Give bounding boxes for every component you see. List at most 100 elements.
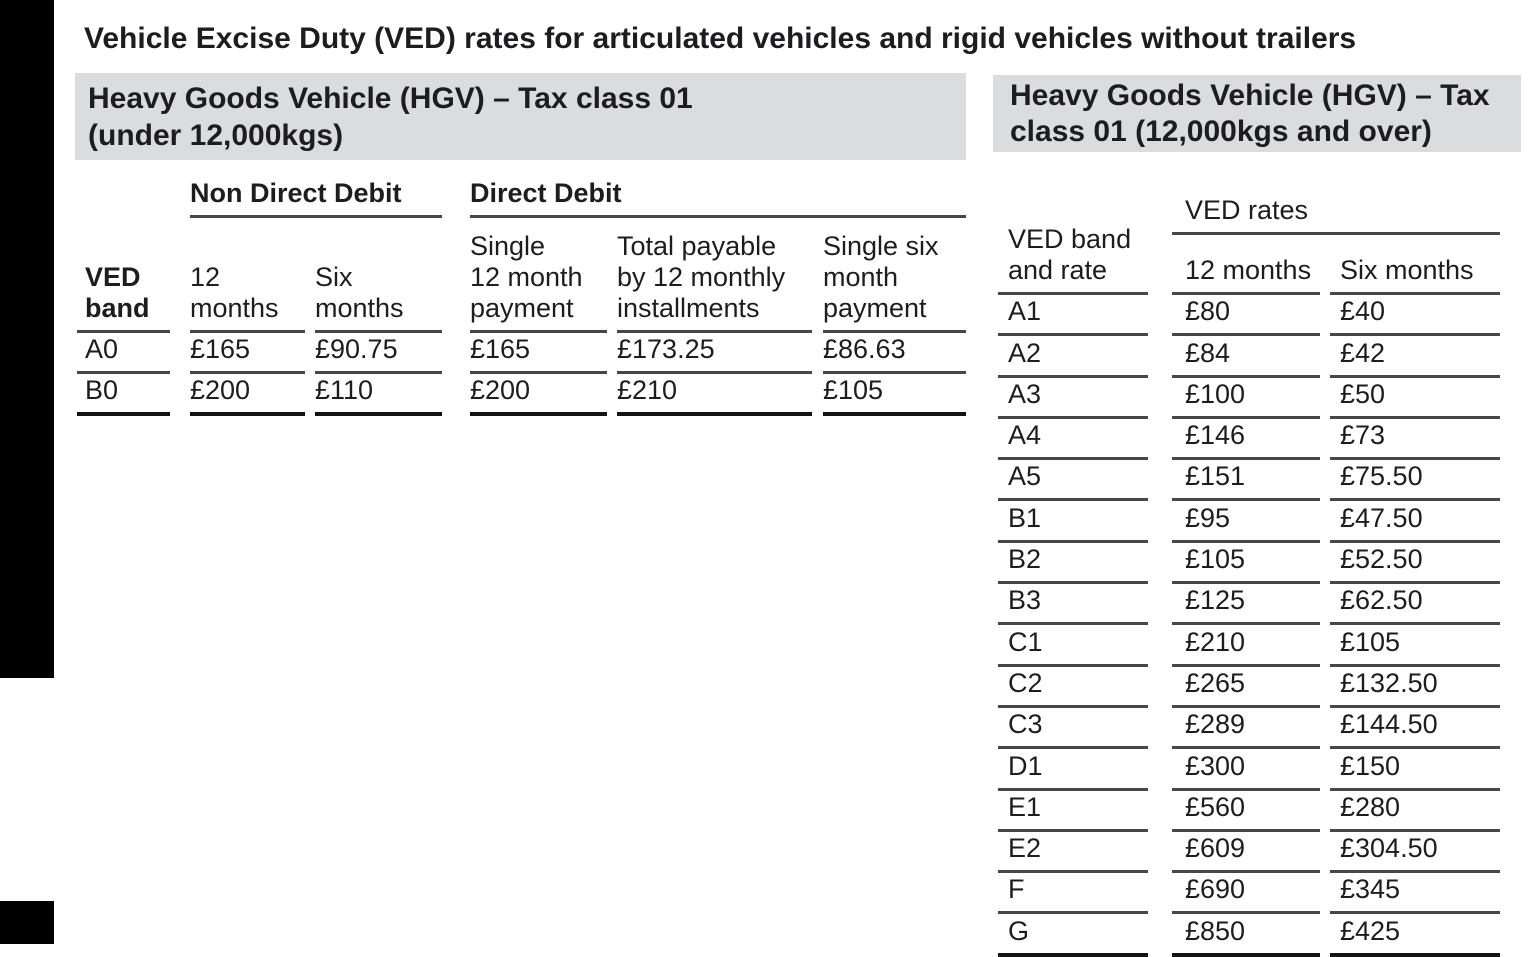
rate-six-months-cell: £150: [1330, 747, 1500, 791]
left-heading-line2: (under 12,000kgs): [88, 119, 344, 152]
table-row: C3 £289 £144.50: [998, 706, 1500, 750]
dd-single-six-month-column-header: Single six month payment: [823, 216, 966, 333]
right-section-heading: Heavy Goods Vehicle (HGV) – Tax class 01…: [993, 75, 1521, 152]
rate-six-months-cell: £47.50: [1330, 499, 1500, 543]
left-section-heading: Heavy Goods Vehicle (HGV) – Tax class 01…: [75, 73, 966, 160]
rate-12-months-cell: £125: [1172, 582, 1320, 626]
dd-single-six-month-cell: £105: [823, 372, 966, 416]
ved-rates-group-header: VED rates: [1172, 176, 1500, 235]
right-heading-line2: class 01 (12,000kgs and over): [1010, 115, 1432, 148]
rate-12-months-cell: £80: [1172, 293, 1320, 337]
dd-single-12-month-column-header: Single 12 month payment: [470, 216, 607, 333]
rate-six-months-cell: £50: [1330, 376, 1500, 419]
table-row: B3 £125 £62.50: [998, 582, 1500, 626]
rate-six-months-cell: £144.50: [1330, 706, 1500, 750]
table-row: A2 £84 £42: [998, 334, 1500, 378]
rate-six-months-cell: £73: [1330, 417, 1500, 461]
table-row: G £850 £425: [998, 912, 1500, 957]
ndd-12-months-cell: £165: [190, 331, 305, 374]
dd-total-installments-cell: £173.25: [617, 331, 812, 374]
table-row: B2 £105 £52.50: [998, 541, 1500, 585]
ved-band-cell: A1: [998, 293, 1148, 337]
rate-six-months-cell: £304.50: [1330, 830, 1500, 874]
rate-six-months-cell: £345: [1330, 871, 1500, 915]
table-row: A5 £151 £75.50: [998, 458, 1500, 502]
rate-12-months-cell: £560: [1172, 789, 1320, 832]
column-spacer: [305, 217, 315, 332]
rate-six-months-cell: £425: [1330, 912, 1500, 957]
rate-12-months-cell: £289: [1172, 706, 1320, 750]
ndd-12-months-cell: £200: [190, 372, 305, 416]
table-row: B0 £200 £110 £200 £210 £105: [77, 372, 966, 416]
column-spacer: [1148, 176, 1172, 294]
ved-band-cell: A0: [77, 331, 170, 374]
table-row: C1 £210 £105: [998, 623, 1500, 667]
table-row: C2 £265 £132.50: [998, 665, 1500, 708]
ndd-six-months-column-header: Six months: [315, 216, 442, 333]
ved-band-and-rate-column-header: VED band and rate: [998, 176, 1148, 295]
left-heading-line1: Heavy Goods Vehicle (HGV) – Tax class 01: [88, 82, 693, 115]
hgv-under-12000-table: VED band Non Direct Debit Direct Debit 1…: [77, 177, 966, 416]
rate-12-months-cell: £151: [1172, 458, 1320, 502]
ved-band-cell: E2: [998, 830, 1148, 874]
rate-six-months-cell: £75.50: [1330, 458, 1500, 502]
rate-12-months-cell: £609: [1172, 830, 1320, 874]
rate-six-months-cell: £52.50: [1330, 541, 1500, 585]
ved-band-cell: A5: [998, 458, 1148, 502]
rate-six-months-cell: £40: [1330, 293, 1500, 337]
ved-band-cell: G: [998, 912, 1148, 957]
rates-six-months-column-header: Six months: [1330, 233, 1500, 295]
ved-band-cell: D1: [998, 747, 1148, 791]
rate-six-months-cell: £62.50: [1330, 582, 1500, 626]
rate-12-months-cell: £100: [1172, 376, 1320, 419]
rate-12-months-cell: £850: [1172, 912, 1320, 957]
dd-single-12-month-cell: £165: [470, 331, 607, 374]
dd-single-six-month-cell: £86.63: [823, 331, 966, 374]
rate-six-months-cell: £105: [1330, 623, 1500, 667]
ved-band-cell: C2: [998, 665, 1148, 708]
rate-six-months-cell: £280: [1330, 789, 1500, 832]
rate-12-months-cell: £300: [1172, 747, 1320, 791]
column-spacer: [170, 177, 190, 332]
ved-band-cell: B0: [77, 372, 170, 416]
ved-band-cell: B3: [998, 582, 1148, 626]
rate-12-months-cell: £265: [1172, 665, 1320, 708]
column-spacer: [812, 217, 823, 332]
rate-12-months-cell: £95: [1172, 499, 1320, 543]
hgv-over-12000-table: VED band and rate VED rates 12 months Si…: [998, 176, 1500, 957]
rate-six-months-cell: £42: [1330, 334, 1500, 378]
table-row: F £690 £345: [998, 871, 1500, 915]
rate-six-months-cell: £132.50: [1330, 665, 1500, 708]
scan-edge-bar-top: [0, 0, 54, 678]
ved-band-cell: F: [998, 871, 1148, 915]
table-row: A0 £165 £90.75 £165 £173.25 £86.63: [77, 331, 966, 374]
ved-band-cell: C3: [998, 706, 1148, 750]
dd-total-installments-column-header: Total payable by 12 monthly installments: [617, 216, 812, 333]
right-heading-line1: Heavy Goods Vehicle (HGV) – Tax: [1010, 79, 1490, 112]
ved-band-cell: B1: [998, 499, 1148, 543]
rate-12-months-cell: £105: [1172, 541, 1320, 585]
table-row: E1 £560 £280: [998, 789, 1500, 832]
ved-band-column-header: VED band: [77, 177, 170, 333]
table-row: B1 £95 £47.50: [998, 499, 1500, 543]
ved-band-cell: E1: [998, 789, 1148, 832]
ved-band-cell: A4: [998, 417, 1148, 461]
column-spacer: [442, 177, 470, 332]
ndd-six-months-cell: £90.75: [315, 331, 442, 374]
ved-band-cell: A2: [998, 334, 1148, 378]
ved-band-cell: A3: [998, 376, 1148, 419]
table-row: E2 £609 £304.50: [998, 830, 1500, 874]
table-row: A1 £80 £40: [998, 293, 1500, 337]
ndd-six-months-cell: £110: [315, 372, 442, 416]
rate-12-months-cell: £690: [1172, 871, 1320, 915]
direct-debit-group-header: Direct Debit: [470, 177, 966, 218]
dd-single-12-month-cell: £200: [470, 372, 607, 416]
table-row: A4 £146 £73: [998, 417, 1500, 461]
rate-12-months-cell: £84: [1172, 334, 1320, 378]
rate-12-months-cell: £210: [1172, 623, 1320, 667]
page-title: Vehicle Excise Duty (VED) rates for arti…: [84, 22, 1357, 55]
rate-12-months-cell: £146: [1172, 417, 1320, 461]
dd-total-installments-cell: £210: [617, 372, 812, 416]
ved-band-cell: C1: [998, 623, 1148, 667]
column-spacer: [1320, 234, 1330, 294]
